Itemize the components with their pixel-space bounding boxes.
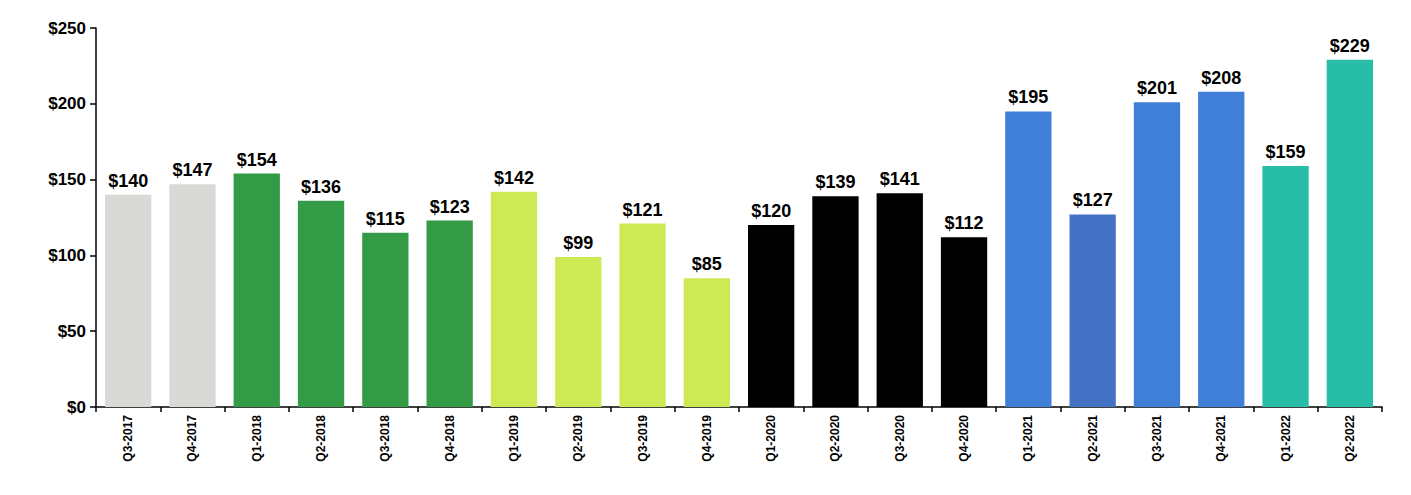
svg-text:Q3-2021: Q3-2021 xyxy=(1150,415,1164,462)
svg-text:Q3-2018: Q3-2018 xyxy=(378,415,392,462)
svg-text:$121: $121 xyxy=(623,200,663,220)
svg-text:Q4-2019: Q4-2019 xyxy=(700,415,714,462)
svg-text:Q2-2022: Q2-2022 xyxy=(1343,415,1357,462)
svg-text:Q1-2018: Q1-2018 xyxy=(250,415,264,462)
svg-text:Q3-2020: Q3-2020 xyxy=(893,415,907,462)
svg-text:$195: $195 xyxy=(1008,87,1048,107)
svg-text:$127: $127 xyxy=(1073,190,1113,210)
svg-text:Q4-2021: Q4-2021 xyxy=(1214,415,1228,462)
svg-text:$142: $142 xyxy=(494,168,534,188)
svg-text:$100: $100 xyxy=(48,246,86,265)
svg-text:$0: $0 xyxy=(67,398,86,417)
svg-text:Q1-2020: Q1-2020 xyxy=(764,415,778,462)
svg-text:Q4-2018: Q4-2018 xyxy=(443,415,457,462)
svg-text:Q3-2017: Q3-2017 xyxy=(121,415,135,462)
svg-text:$250: $250 xyxy=(48,19,86,38)
svg-text:Q2-2019: Q2-2019 xyxy=(571,415,585,462)
svg-text:$229: $229 xyxy=(1330,36,1370,56)
svg-text:$154: $154 xyxy=(237,150,277,170)
svg-text:$147: $147 xyxy=(172,160,212,180)
svg-text:Q1-2022: Q1-2022 xyxy=(1279,415,1293,462)
svg-text:$200: $200 xyxy=(48,94,86,113)
svg-text:$136: $136 xyxy=(301,177,341,197)
svg-text:Q1-2019: Q1-2019 xyxy=(507,415,521,462)
svg-text:$139: $139 xyxy=(815,172,855,192)
svg-text:$123: $123 xyxy=(430,197,470,217)
svg-text:$99: $99 xyxy=(563,233,593,253)
svg-text:Q2-2020: Q2-2020 xyxy=(828,415,842,462)
svg-text:Q2-2018: Q2-2018 xyxy=(314,415,328,462)
svg-text:$159: $159 xyxy=(1266,142,1306,162)
svg-text:$115: $115 xyxy=(366,209,405,229)
svg-text:$208: $208 xyxy=(1201,68,1241,88)
svg-text:$150: $150 xyxy=(48,170,86,189)
svg-text:$112: $112 xyxy=(945,213,984,233)
svg-text:Q4-2020: Q4-2020 xyxy=(957,415,971,462)
svg-text:$120: $120 xyxy=(751,201,791,221)
svg-text:$50: $50 xyxy=(58,322,86,341)
svg-text:Q4-2017: Q4-2017 xyxy=(185,415,199,462)
svg-text:$141: $141 xyxy=(880,169,920,189)
svg-text:$85: $85 xyxy=(692,254,722,274)
svg-text:$201: $201 xyxy=(1137,78,1177,98)
svg-text:Q1-2021: Q1-2021 xyxy=(1021,415,1035,462)
svg-text:Q2-2021: Q2-2021 xyxy=(1086,415,1100,462)
svg-text:$140: $140 xyxy=(108,171,148,191)
svg-text:Q3-2019: Q3-2019 xyxy=(636,415,650,462)
